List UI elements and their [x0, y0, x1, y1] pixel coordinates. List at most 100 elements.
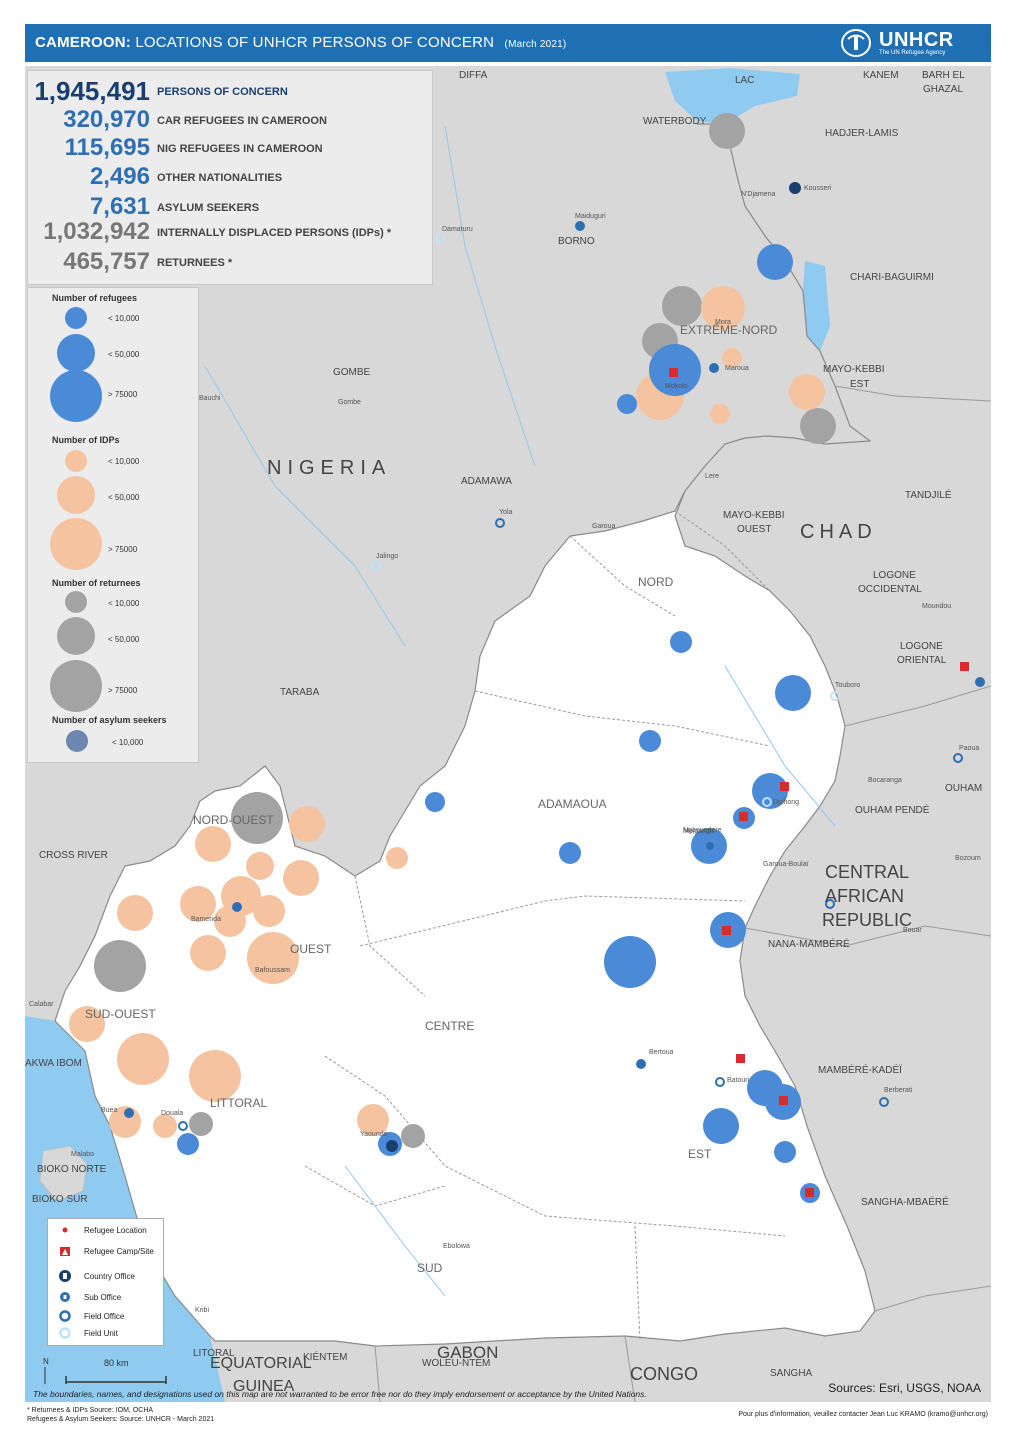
idp-circle[interactable]	[722, 348, 742, 368]
sub-office-icon[interactable]	[232, 902, 242, 912]
refugee-circle[interactable]	[757, 244, 793, 280]
admin-label: BARH EL	[922, 70, 965, 81]
admin-label: GHAZAL	[923, 84, 963, 95]
legend-label: Field Office	[84, 1312, 125, 1321]
admin-label: TARABA	[280, 687, 320, 698]
sub-office-icon[interactable]	[124, 1108, 134, 1118]
title-country: CAMEROON:	[35, 34, 131, 51]
returnee-circle[interactable]	[662, 286, 702, 326]
disclaimer: The boundaries, names, and designations …	[33, 1389, 647, 1399]
refugee-circle[interactable]	[639, 730, 661, 752]
refugee-circle[interactable]	[775, 675, 811, 711]
idp-circle[interactable]	[69, 1006, 105, 1042]
camp-icon[interactable]	[960, 662, 969, 671]
sub-office-icon[interactable]	[706, 842, 714, 850]
idp-circle[interactable]	[710, 404, 730, 424]
refugee-circle[interactable]	[703, 1108, 739, 1144]
refugee-circle[interactable]	[604, 936, 656, 988]
camp-icon[interactable]	[736, 1054, 745, 1063]
field-office-icon[interactable]	[953, 753, 963, 763]
country-office-icon[interactable]	[789, 182, 801, 194]
stats-panel: 1,945,491 PERSONS OF CONCERN 320,970 CAR…	[27, 70, 433, 285]
neighbor-boundaries	[374, 385, 991, 1402]
city-label: Paoua	[959, 745, 979, 752]
north-label: N	[43, 1357, 49, 1366]
field-unit-icon[interactable]	[435, 233, 445, 243]
idp-circle[interactable]	[153, 1114, 177, 1138]
refugee-circle[interactable]	[425, 792, 445, 812]
region-label: SUD-OUEST	[85, 1007, 156, 1021]
city-label: Ebolowa	[443, 1243, 470, 1250]
idp-circle[interactable]	[117, 1033, 169, 1085]
sub-office-icon[interactable]	[636, 1059, 646, 1069]
idp-circle[interactable]	[789, 374, 825, 410]
idp-circle[interactable]	[357, 1104, 389, 1136]
city-label: Jalingo	[376, 553, 398, 560]
field-office-icon[interactable]	[715, 1077, 725, 1087]
idp-circle[interactable]	[289, 806, 325, 842]
idp-circle[interactable]	[117, 895, 153, 931]
symbol-legend: Refugee Location Refugee Camp/Site Count…	[47, 1218, 164, 1346]
sub-office-icon[interactable]	[575, 221, 585, 231]
refugee-circle[interactable]	[752, 773, 788, 809]
legend-circle-small	[65, 450, 87, 472]
stat-label: CAR REFUGEES IN CAMEROON	[157, 115, 327, 127]
refugee-circle[interactable]	[774, 1141, 796, 1163]
legend-circle-large	[50, 660, 102, 712]
idp-circle[interactable]	[190, 935, 226, 971]
refugee-circle[interactable]	[670, 631, 692, 653]
field-office-icon[interactable]	[879, 1097, 889, 1107]
admin-label: MAYO-KEBBI	[723, 510, 785, 521]
region-label: NORD-OUEST	[193, 813, 274, 827]
field-unit-icon[interactable]	[371, 561, 381, 571]
returnee-circle[interactable]	[94, 940, 146, 992]
returnee-circle[interactable]	[231, 792, 283, 844]
refugee-circle[interactable]	[177, 1133, 199, 1155]
admin-label: CROSS RIVER	[39, 850, 108, 861]
camp-icon[interactable]	[779, 1096, 788, 1105]
city-label: Bouar	[903, 927, 922, 934]
city-label: Bamenda	[191, 916, 221, 923]
refugee-circle[interactable]	[617, 394, 637, 414]
field-unit-icon[interactable]	[830, 691, 840, 701]
camp-icon[interactable]	[780, 782, 789, 791]
country-office-icon[interactable]	[386, 1140, 398, 1152]
sub-office-icon[interactable]	[709, 363, 719, 373]
page-title: CAMEROON: LOCATIONS OF UNHCR PERSONS OF …	[35, 34, 566, 51]
idp-circle[interactable]	[283, 860, 319, 896]
camp-icon[interactable]	[722, 926, 731, 935]
idp-circle[interactable]	[195, 826, 231, 862]
idp-circle[interactable]	[247, 932, 299, 984]
logone-floodplain	[803, 261, 830, 351]
field-office-icon[interactable]	[825, 899, 835, 909]
field-office-icon[interactable]	[495, 518, 505, 528]
legend-circle-medium	[57, 617, 95, 655]
legend-label: Field Unit	[84, 1329, 118, 1338]
field-unit-icon[interactable]	[762, 797, 772, 807]
city-label: Kribi	[195, 1307, 209, 1314]
city-label: Garoua	[592, 523, 615, 530]
idp-circle[interactable]	[246, 852, 274, 880]
idp-circle[interactable]	[253, 895, 285, 927]
field-office-icon[interactable]	[178, 1121, 188, 1131]
refugee-circle[interactable]	[559, 842, 581, 864]
camp-icon[interactable]	[669, 368, 678, 377]
camp-icon[interactable]	[805, 1188, 814, 1197]
legend-value: < 50,000	[108, 635, 140, 644]
returnee-circle[interactable]	[800, 408, 836, 444]
idp-circle[interactable]	[189, 1050, 241, 1102]
legend-heading: Number of returnees	[52, 578, 141, 588]
returnee-circle[interactable]	[401, 1124, 425, 1148]
returnee-circle[interactable]	[189, 1112, 213, 1136]
idp-circle[interactable]	[180, 886, 216, 922]
admin-label: BORNO	[558, 236, 595, 247]
legend-label: Sub Office	[84, 1293, 122, 1302]
idp-circle[interactable]	[386, 847, 408, 869]
admin-label: EST	[850, 379, 869, 390]
camp-icon[interactable]	[739, 812, 748, 821]
returnee-circle[interactable]	[709, 113, 745, 149]
country-label: REPUBLIC	[822, 910, 912, 930]
sub-office-icon[interactable]	[975, 677, 985, 687]
idp-circle[interactable]	[214, 905, 246, 937]
idp-circle[interactable]	[701, 286, 745, 330]
